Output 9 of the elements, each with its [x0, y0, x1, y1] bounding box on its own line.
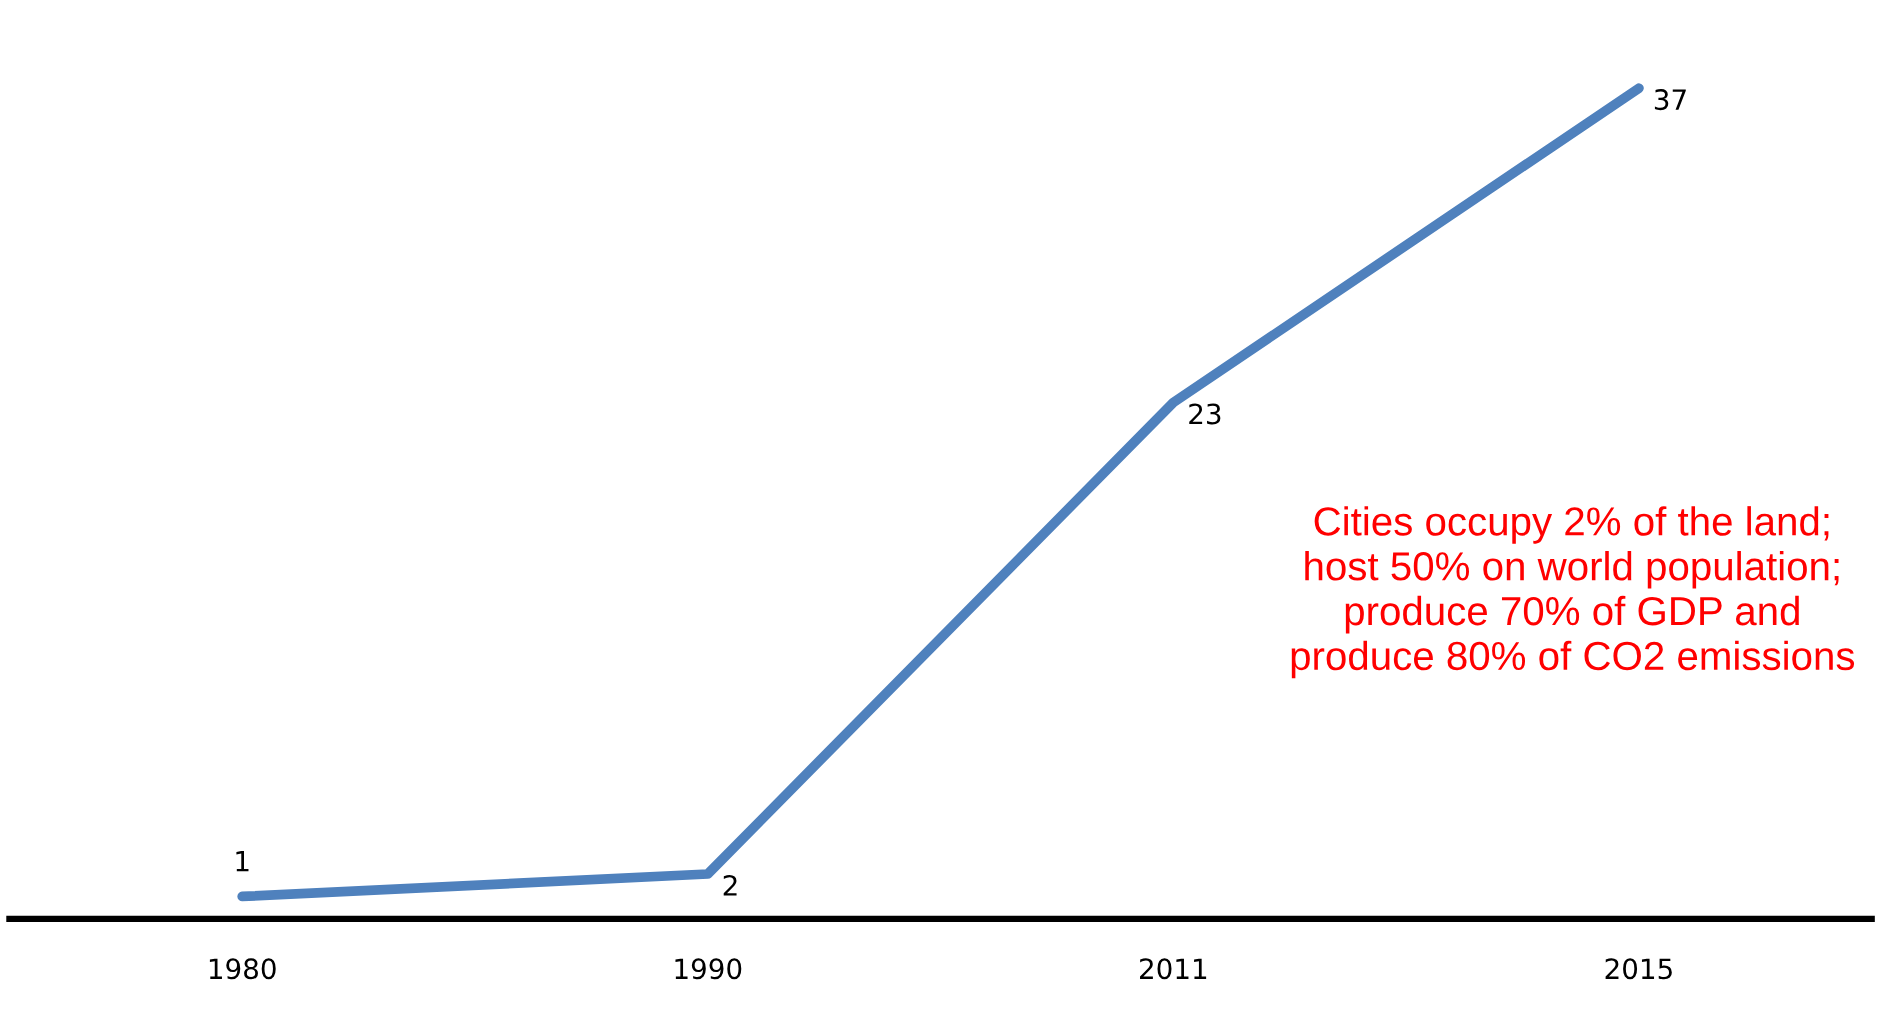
x-tick-label: 1990: [675, 958, 742, 980]
x-tick-label: 2011: [1140, 958, 1207, 980]
data-label: 23: [1189, 403, 1221, 425]
annotation: Cities occupy 2% of the land; host 50% on world population; produce 70% of GDP and produce 80% of CO2 emissions: [1291, 506, 1855, 679]
data-label: 1: [236, 850, 249, 872]
x-tick-label: 1980: [209, 958, 276, 980]
x-tick-label: 2015: [1605, 958, 1672, 980]
data-label: 37: [1654, 89, 1686, 111]
data-label: 2: [723, 874, 737, 896]
